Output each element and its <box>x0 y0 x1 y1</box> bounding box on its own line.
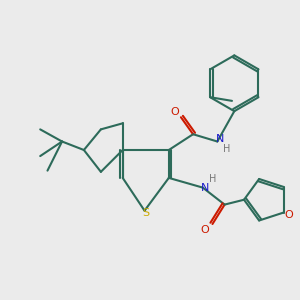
Text: N: N <box>216 134 224 144</box>
Text: O: O <box>170 107 179 117</box>
Text: H: H <box>223 144 231 154</box>
Text: O: O <box>284 210 293 220</box>
Text: S: S <box>142 208 149 218</box>
Text: O: O <box>201 225 210 235</box>
Text: N: N <box>201 183 209 193</box>
Text: H: H <box>209 174 216 184</box>
